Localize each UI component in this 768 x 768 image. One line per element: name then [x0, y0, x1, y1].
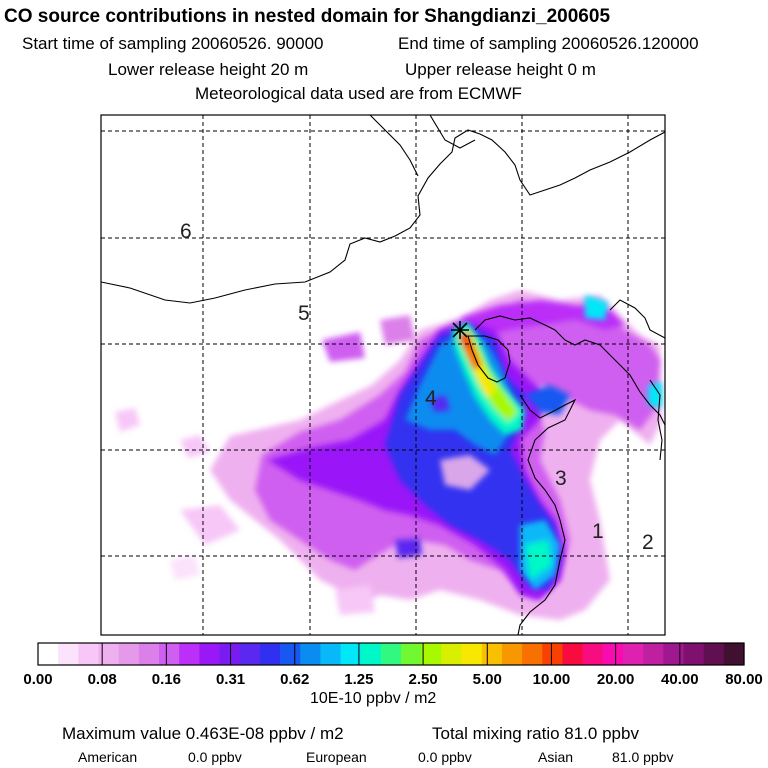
colorbar-tick-label: 1.25 [344, 671, 373, 688]
map-frame [100, 114, 666, 636]
total-mixing-ratio-text: Total mixing ratio 81.0 ppbv [432, 724, 639, 743]
region-label-2: 2 [642, 531, 654, 554]
coastline [101, 115, 665, 635]
colorbar-tick-label: 5.00 [473, 671, 502, 688]
colorbar-swatch [300, 643, 321, 665]
colorbar-frame [37, 642, 745, 666]
colorbar-tick-label: 0.00 [23, 671, 52, 688]
colorbar-swatch [481, 643, 503, 665]
colorbar-swatch [461, 643, 483, 665]
colorbar-swatch [138, 643, 160, 665]
colorbar-swatch [340, 643, 362, 665]
colorbar-swatch [401, 643, 422, 665]
colorbar-tick-label: 0.08 [88, 671, 117, 688]
colorbar-swatch [159, 643, 180, 665]
colorbar-swatch [441, 643, 463, 665]
colorbar-swatch [683, 643, 705, 665]
american-value: 0.0 ppbv [188, 749, 242, 765]
colorbar-swatch [501, 643, 523, 665]
colorbar-swatch [38, 643, 59, 665]
colorbar-swatch [703, 643, 725, 665]
colorbar-swatch [522, 643, 543, 665]
colorbar-tick-label: 10.00 [533, 671, 571, 688]
colorbar-tick-label: 40.00 [661, 671, 699, 688]
american-label: American [78, 749, 138, 765]
colorbar-unit: 10E-10 ppbv / m2 [310, 690, 437, 707]
colorbar-swatch [602, 643, 624, 665]
colorbar-tick-label: 0.31 [216, 671, 245, 688]
region-labels: 1 2 3 4 5 6 [180, 220, 654, 554]
colorbar-swatch [723, 643, 745, 665]
colorbar-swatch [259, 643, 281, 665]
colorbar-swatch [360, 643, 382, 665]
region-label-3: 3 [555, 467, 567, 490]
colorbar-swatch [622, 643, 644, 665]
region-label-5: 5 [298, 302, 310, 325]
lower-release-text: Lower release height 20 m [108, 60, 309, 79]
colorbar-swatch [280, 643, 301, 665]
region-label-6: 6 [180, 220, 192, 243]
colorbar-swatch [582, 643, 604, 665]
colorbar-swatch [199, 643, 221, 665]
colorbar-swatch [663, 643, 685, 665]
european-label: European [306, 749, 367, 765]
chart-title: CO source contributions in nested domain… [4, 6, 611, 27]
maximum-value-text: Maximum value 0.463E-08 ppbv / m2 [62, 724, 344, 743]
region-label-1: 1 [592, 520, 604, 543]
colorbar-swatch [562, 643, 584, 665]
colorbar-swatch [643, 643, 664, 665]
colorbar-swatch [58, 643, 79, 665]
colorbar-swatch [179, 643, 200, 665]
colorbar-labels: 0.00 0.08 0.16 0.31 0.62 1.25 2.50 5.00 10.00 20.… [23, 671, 762, 688]
colorbar-tick-label: 20.00 [597, 671, 635, 688]
colorbar-swatch [320, 643, 342, 665]
upper-release-text: Upper release height 0 m [405, 60, 596, 79]
colorbar-swatch [380, 643, 402, 665]
gridlines [101, 115, 665, 635]
colorbar-tick-label: 0.62 [280, 671, 309, 688]
colorbar-swatches [38, 643, 745, 665]
colorbar-swatch [78, 643, 100, 665]
colorbar-swatch [219, 643, 241, 665]
colorbar-swatch [421, 643, 443, 665]
end-sampling-text: End time of sampling 20060526.120000 [398, 34, 699, 53]
colorbar-ticks [101, 643, 681, 665]
asian-value: 81.0 ppbv [612, 749, 674, 765]
colorbar-swatch [239, 643, 261, 665]
colorbar-tick-label: 2.50 [408, 671, 437, 688]
region-label-4: 4 [425, 387, 437, 410]
colorbar-tick-label: 0.16 [152, 671, 181, 688]
colorbar-swatch [98, 643, 120, 665]
colorbar-tick-label: 80.00 [725, 671, 763, 688]
meteorology-text: Meteorological data used are from ECMWF [195, 84, 522, 103]
start-sampling-text: Start time of sampling 20060526. 90000 [22, 34, 324, 53]
asian-label: Asian [538, 749, 574, 765]
colorbar-swatch [118, 643, 140, 665]
colorbar-swatch [542, 643, 564, 665]
european-value: 0.0 ppbv [418, 749, 472, 765]
receptor-star-icon [451, 321, 469, 339]
